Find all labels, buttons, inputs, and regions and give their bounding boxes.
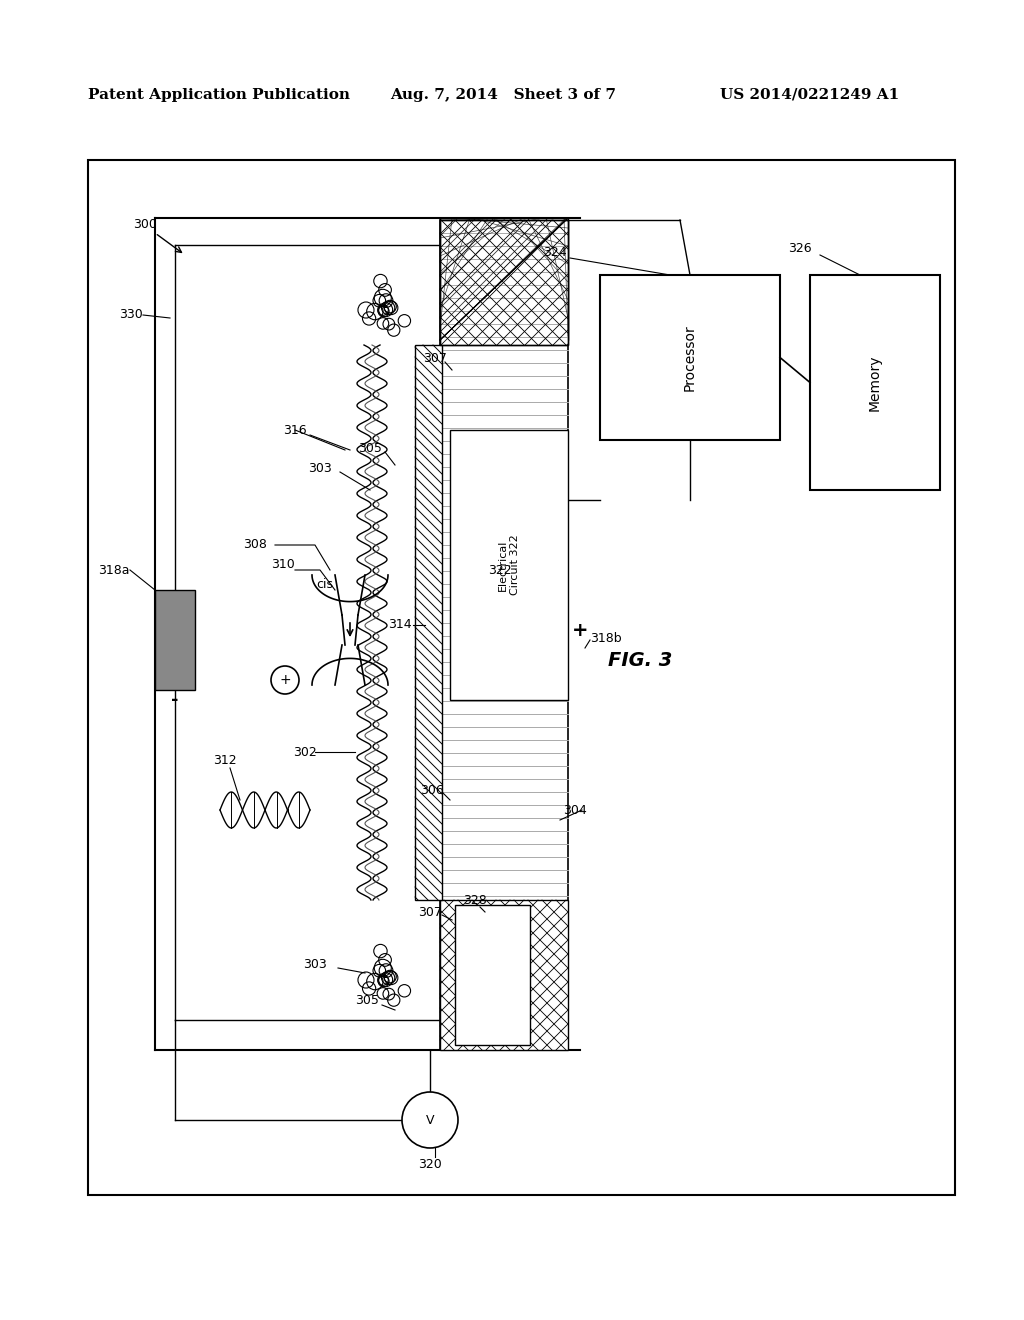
Text: 314: 314	[388, 619, 412, 631]
Bar	[440, 220, 568, 1049]
Bar	[88, 160, 955, 1195]
Bar	[440, 218, 568, 341]
Text: 307: 307	[418, 906, 442, 919]
Text: 328: 328	[463, 894, 486, 907]
Circle shape	[271, 667, 299, 694]
Bar	[810, 275, 940, 490]
Text: 305: 305	[355, 994, 379, 1006]
Text: Aug. 7, 2014   Sheet 3 of 7: Aug. 7, 2014 Sheet 3 of 7	[390, 88, 616, 102]
Text: 302: 302	[293, 746, 316, 759]
Text: +: +	[571, 620, 588, 639]
Bar	[440, 220, 568, 345]
Bar	[440, 220, 568, 345]
Text: Patent Application Publication: Patent Application Publication	[88, 88, 350, 102]
Bar	[440, 900, 568, 1049]
Bar	[155, 590, 195, 690]
Text: 307: 307	[423, 351, 446, 364]
Text: 318a: 318a	[98, 564, 130, 577]
Text: 316: 316	[284, 424, 307, 437]
Bar	[450, 430, 568, 700]
Text: 308: 308	[243, 539, 267, 552]
Circle shape	[402, 1092, 458, 1148]
Text: V: V	[426, 1114, 434, 1126]
Bar	[600, 275, 780, 440]
Text: 310: 310	[271, 558, 295, 572]
Bar	[415, 345, 442, 900]
Text: 324: 324	[543, 246, 567, 259]
Text: 305: 305	[358, 441, 382, 454]
Text: 322: 322	[488, 564, 512, 577]
Text: 300: 300	[133, 219, 157, 231]
Text: 320: 320	[418, 1159, 442, 1172]
Text: Memory: Memory	[868, 354, 882, 411]
Text: 330: 330	[119, 309, 143, 322]
Text: 303: 303	[308, 462, 332, 474]
Text: 326: 326	[788, 242, 812, 255]
Text: +: +	[280, 673, 291, 686]
Text: Electrical
Circuit 322: Electrical Circuit 322	[499, 535, 520, 595]
Text: 304: 304	[563, 804, 587, 817]
Text: US 2014/0221249 A1: US 2014/0221249 A1	[720, 88, 899, 102]
Text: 303: 303	[303, 958, 327, 972]
Text: Processor: Processor	[683, 325, 697, 391]
Text: 312: 312	[213, 754, 237, 767]
Text: -: -	[171, 690, 179, 709]
Text: 318b: 318b	[590, 631, 622, 644]
Text: 306: 306	[420, 784, 443, 796]
Bar	[455, 906, 530, 1045]
Text: FIG. 3: FIG. 3	[608, 651, 672, 669]
Text: cis: cis	[316, 578, 334, 591]
